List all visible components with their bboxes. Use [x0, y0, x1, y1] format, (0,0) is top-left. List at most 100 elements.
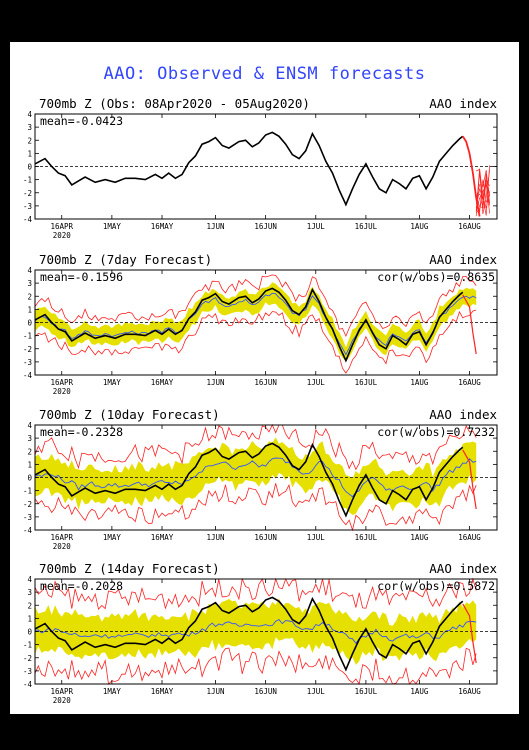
x-tick-label: 1JUL — [307, 222, 326, 231]
y-tick-label: 1 — [27, 149, 32, 158]
y-tick-label: -1 — [23, 332, 32, 341]
chart-canvas: 700mb Z (Obs: 08Apr2020 - 05Aug2020) AAO … — [23, 96, 498, 705]
x-tick-label: 16JUN — [254, 533, 277, 542]
main-title: AAO: Observed & ENSM forecasts — [103, 64, 426, 84]
y-tick-label: -3 — [23, 513, 32, 522]
x-tick-label: 16JUL — [355, 687, 378, 696]
x-tick-label: 1MAY — [103, 378, 122, 387]
y-tick-label: -4 — [23, 215, 33, 224]
y-tick-label: -2 — [23, 189, 32, 198]
y-tick-label: 0 — [27, 628, 32, 637]
x-year-label: 2020 — [53, 696, 72, 705]
y-tick-label: 3 — [27, 588, 32, 597]
correlation-label: cor(w/obs)=0.7232 — [377, 425, 495, 439]
correlation-label: cor(w/obs)=0.8635 — [377, 270, 495, 284]
x-tick-label: 1MAY — [103, 533, 122, 542]
observed-line — [34, 131, 464, 207]
panel-index-label: AAO index — [429, 252, 497, 267]
x-tick-label: 1AUG — [410, 687, 429, 696]
ensemble-member-line — [475, 181, 490, 214]
x-tick-label: 16APR — [50, 687, 73, 696]
y-tick-label: -3 — [23, 202, 32, 211]
ensemble-mean-line — [34, 292, 477, 356]
observed-line — [34, 596, 464, 672]
panel-title: 700mb Z (10day Forecast) — [39, 407, 220, 422]
y-tick-label: 0 — [27, 474, 32, 483]
mean-label: mean=-0.2028 — [40, 579, 123, 593]
y-tick-label: 2 — [27, 601, 32, 610]
y-tick-label: -3 — [23, 358, 32, 367]
x-tick-label: 1JUL — [307, 687, 326, 696]
x-tick-label: 16JUL — [355, 378, 378, 387]
y-tick-label: 3 — [27, 279, 32, 288]
x-tick-label: 1JUL — [307, 533, 326, 542]
y-tick-label: 4 — [27, 110, 32, 119]
x-tick-label: 16JUL — [355, 222, 378, 231]
y-tick-label: 3 — [27, 434, 32, 443]
mean-label: mean=-0.2328 — [40, 425, 123, 439]
x-tick-label: 16JUN — [254, 378, 277, 387]
y-tick-label: 1 — [27, 460, 32, 469]
x-year-label: 2020 — [53, 387, 72, 396]
panel-title: 700mb Z (7day Forecast) — [39, 252, 212, 267]
x-tick-label: 1AUG — [410, 533, 429, 542]
x-tick-label: 16MAY — [151, 222, 174, 231]
panel-index-label: AAO index — [429, 407, 497, 422]
ensemble-member-line — [476, 168, 490, 215]
y-tick-label: 3 — [27, 123, 32, 132]
y-tick-label: -3 — [23, 667, 32, 676]
y-tick-label: -4 — [23, 526, 33, 535]
y-tick-label: -4 — [23, 680, 33, 689]
x-tick-label: 16APR — [50, 533, 73, 542]
x-tick-label: 16AUG — [458, 378, 481, 387]
x-tick-label: 1MAY — [103, 687, 122, 696]
forecast-tail-line — [462, 449, 477, 510]
forecast-tail-line — [462, 603, 477, 664]
x-tick-label: 16JUL — [355, 533, 378, 542]
x-tick-label: 16AUG — [458, 533, 481, 542]
x-tick-label: 1JUL — [307, 378, 326, 387]
panel-title: 700mb Z (Obs: 08Apr2020 - 05Aug2020) — [39, 96, 310, 111]
y-tick-label: 0 — [27, 319, 32, 328]
y-tick-label: -4 — [23, 371, 33, 380]
y-tick-label: -2 — [23, 345, 32, 354]
y-tick-label: 4 — [27, 266, 32, 275]
y-tick-label: 4 — [27, 421, 32, 430]
ensemble-spread-band — [35, 437, 477, 515]
y-tick-label: 1 — [27, 614, 32, 623]
ensemble-min-line — [34, 483, 477, 532]
x-tick-label: 16APR — [50, 222, 73, 231]
x-tick-label: 1JUN — [206, 222, 224, 231]
x-tick-label: 16MAY — [151, 533, 174, 542]
y-tick-label: -1 — [23, 641, 32, 650]
x-tick-label: 1AUG — [410, 378, 429, 387]
y-tick-label: 1 — [27, 305, 32, 314]
x-tick-label: 1MAY — [103, 222, 122, 231]
ensemble-mean-line — [34, 457, 477, 498]
x-tick-label: 16JUN — [254, 687, 277, 696]
y-tick-label: -1 — [23, 176, 32, 185]
x-tick-label: 1AUG — [410, 222, 429, 231]
ensemble-min-line — [34, 309, 477, 374]
ensemble-member-line — [475, 176, 490, 198]
y-tick-label: -2 — [23, 500, 32, 509]
y-tick-label: 2 — [27, 136, 32, 145]
ensemble-spread-band — [35, 282, 477, 362]
panel-index-label: AAO index — [429, 96, 497, 111]
y-tick-label: 4 — [27, 575, 32, 584]
x-tick-label: 16AUG — [458, 687, 481, 696]
correlation-label: cor(w/obs)=0.5872 — [377, 579, 495, 593]
panel-title: 700mb Z (14day Forecast) — [39, 561, 220, 576]
x-year-label: 2020 — [53, 231, 72, 240]
x-tick-label: 1JUN — [206, 533, 224, 542]
x-tick-label: 16MAY — [151, 687, 174, 696]
forecast-tail-line — [462, 294, 477, 355]
x-tick-label: 16JUN — [254, 222, 277, 231]
chart-sheet: AAO: Observed & ENSM forecasts 700mb Z (… — [10, 42, 519, 714]
x-tick-label: 16MAY — [151, 378, 174, 387]
y-tick-label: 2 — [27, 292, 32, 301]
observed-line — [34, 287, 464, 363]
x-tick-label: 16APR — [50, 378, 73, 387]
observed-line — [34, 442, 464, 518]
ensemble-mean-line — [34, 619, 477, 645]
